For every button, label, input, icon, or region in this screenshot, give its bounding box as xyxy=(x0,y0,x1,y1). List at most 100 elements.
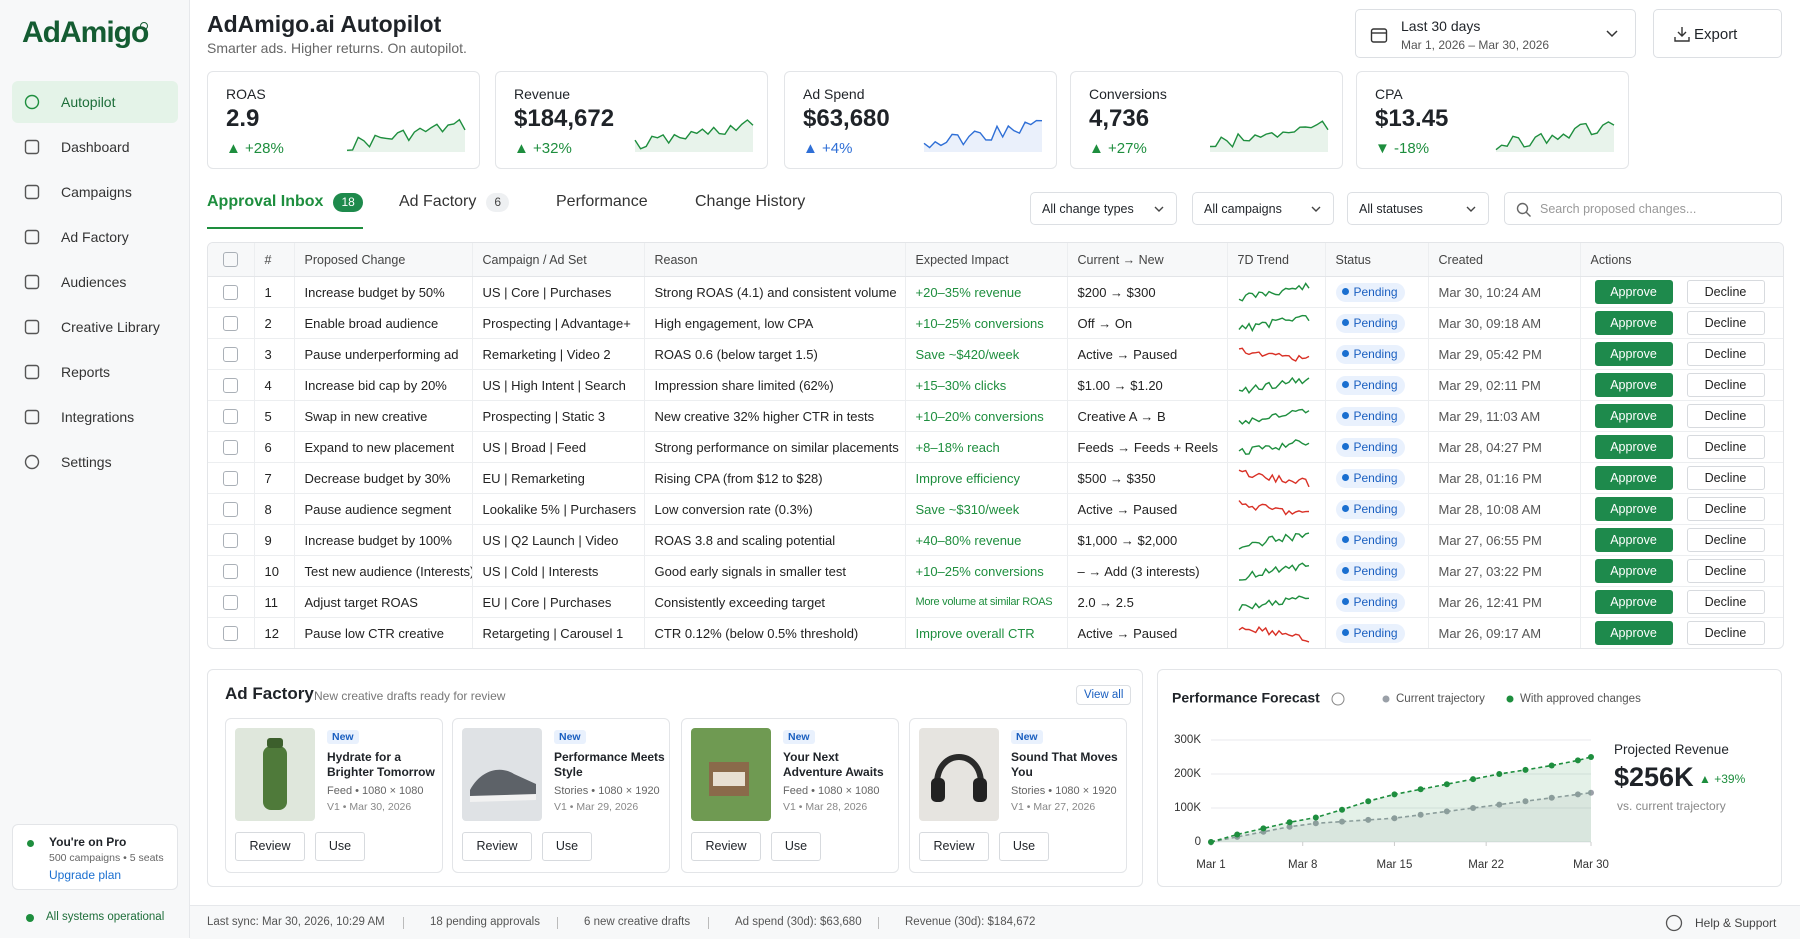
series-point xyxy=(1588,789,1594,796)
approve-button[interactable]: Approve xyxy=(1594,373,1673,397)
review-button[interactable]: Review xyxy=(462,832,532,861)
decline-button[interactable]: Decline xyxy=(1686,528,1765,552)
decline-button[interactable]: Decline xyxy=(1686,311,1765,335)
upgrade-link[interactable]: Upgrade plan xyxy=(49,868,122,882)
approve-button[interactable]: Approve xyxy=(1594,621,1673,645)
tab-label: Change History xyxy=(695,193,806,210)
filter-dropdown[interactable]: All campaigns xyxy=(1192,192,1334,225)
use-button[interactable]: Use xyxy=(999,832,1049,861)
cell: +40–80% revenue xyxy=(905,524,1068,556)
decline-button[interactable]: Decline xyxy=(1686,280,1765,304)
checkbox[interactable] xyxy=(223,316,238,332)
checkbox[interactable] xyxy=(223,378,238,394)
nav-item[interactable]: Audiences xyxy=(12,261,178,303)
decline-button[interactable]: Decline xyxy=(1686,466,1765,490)
checkbox[interactable] xyxy=(223,533,238,549)
status-label: Pending xyxy=(1353,594,1398,609)
image-shape xyxy=(267,738,283,748)
sparkline-line xyxy=(1238,439,1309,455)
tab[interactable]: Performance xyxy=(556,193,648,227)
approve-button[interactable]: Approve xyxy=(1594,280,1673,304)
tab[interactable]: Ad Factory 6 xyxy=(399,193,510,227)
nav-item[interactable]: Creative Library xyxy=(12,306,178,348)
tab[interactable]: Approval Inbox 18 xyxy=(207,193,363,229)
approve-button[interactable]: Approve xyxy=(1594,435,1673,459)
separator xyxy=(708,917,709,929)
filter-dropdown[interactable]: All statuses xyxy=(1347,192,1489,225)
checkbox[interactable] xyxy=(223,595,238,611)
checkbox[interactable] xyxy=(223,502,238,518)
decline-button[interactable]: Decline xyxy=(1686,559,1765,583)
decline-button[interactable]: Decline xyxy=(1686,342,1765,366)
series-point xyxy=(1496,771,1503,777)
approve-button[interactable]: Approve xyxy=(1594,497,1673,521)
approval-table: # Proposed Change Campaign / Ad Set Reason E… xyxy=(207,242,1784,649)
checkbox[interactable] xyxy=(223,347,238,363)
decline-button[interactable]: Decline xyxy=(1686,497,1765,521)
review-button[interactable]: Review xyxy=(235,832,305,861)
nav-item[interactable]: Integrations xyxy=(12,396,178,438)
search-input[interactable]: Search proposed changes... xyxy=(1504,192,1782,225)
decline-button[interactable]: Decline xyxy=(1686,435,1765,459)
decline-button[interactable]: Decline xyxy=(1686,373,1765,397)
cell xyxy=(208,586,255,618)
use-button[interactable]: Use xyxy=(542,832,592,861)
nav-item[interactable]: Settings xyxy=(12,441,178,483)
status-pill: Pending xyxy=(1335,623,1405,643)
nav-item[interactable]: Dashboard xyxy=(12,126,178,168)
decline-button[interactable]: Decline xyxy=(1686,590,1765,614)
view-all-button[interactable]: View all xyxy=(1076,685,1132,705)
review-button[interactable]: Review xyxy=(691,832,761,861)
date-picker[interactable]: Last 30 days Mar 1, 2026 – Mar 30, 2026 xyxy=(1355,9,1636,58)
creative-title: Your Next Adventure Awaits xyxy=(783,750,884,779)
approve-button[interactable]: Approve xyxy=(1594,590,1673,614)
help-link[interactable]: Help & Support xyxy=(1695,916,1777,930)
checkbox[interactable] xyxy=(223,285,238,301)
nav-item[interactable]: Autopilot xyxy=(12,81,178,123)
approve-button[interactable]: Approve xyxy=(1594,342,1673,366)
status-item: 6 new creative drafts xyxy=(584,916,691,928)
sparkline-line xyxy=(346,118,466,151)
approve-button[interactable]: Approve xyxy=(1594,528,1673,552)
sparkline-line xyxy=(1495,121,1615,151)
cell: 11 xyxy=(254,586,295,618)
checkbox[interactable] xyxy=(223,471,238,487)
forecast-chart: Performance Forecast Current trajectory Wi… xyxy=(1172,690,1641,871)
approve-button[interactable]: Approve xyxy=(1594,311,1673,335)
tab[interactable]: Change History xyxy=(695,193,805,227)
decline-button[interactable]: Decline xyxy=(1686,404,1765,428)
review-button[interactable]: Review xyxy=(919,832,989,861)
checkbox[interactable] xyxy=(223,564,238,580)
icon-shape xyxy=(24,94,40,110)
y-tick-label: 0 xyxy=(1195,836,1201,848)
image-shape xyxy=(470,769,536,798)
header-cell: 7D Trend xyxy=(1227,243,1326,277)
cell: – → Add (3 interests) xyxy=(1067,555,1228,587)
approve-button[interactable]: Approve xyxy=(1594,466,1673,490)
use-button[interactable]: Use xyxy=(771,832,821,861)
kpi-card: CPA $13.45 ▼ -18% xyxy=(1356,71,1629,169)
checkbox[interactable] xyxy=(223,409,238,425)
cell: Mar 26, 09:17 AM xyxy=(1428,617,1581,648)
use-button[interactable]: Use xyxy=(315,832,365,861)
approve-button[interactable]: Approve xyxy=(1594,404,1673,428)
icon-shape xyxy=(1466,206,1476,212)
icon-shape xyxy=(1311,206,1321,212)
checkbox[interactable] xyxy=(223,626,238,642)
export-button[interactable]: Export xyxy=(1653,9,1782,58)
nav-item[interactable]: Ad Factory xyxy=(12,216,178,258)
tab-label: Approval Inbox xyxy=(207,193,324,210)
separator xyxy=(557,917,558,929)
status-item: Last sync: Mar 30, 2026, 10:29 AM xyxy=(207,916,385,928)
checkbox[interactable] xyxy=(223,440,238,456)
nav-item[interactable]: Reports xyxy=(12,351,178,393)
creative-card: New Hydrate for a Brighter Tomorrow Feed •… xyxy=(225,718,443,873)
cell xyxy=(208,338,255,370)
nav-icon xyxy=(24,319,40,335)
checkbox[interactable] xyxy=(223,252,238,268)
approve-button[interactable]: Approve xyxy=(1594,559,1673,583)
nav-item[interactable]: Campaigns xyxy=(12,171,178,213)
decline-button[interactable]: Decline xyxy=(1686,621,1765,645)
cell: Adjust target ROAS xyxy=(294,586,473,618)
filter-dropdown[interactable]: All change types xyxy=(1030,192,1177,225)
